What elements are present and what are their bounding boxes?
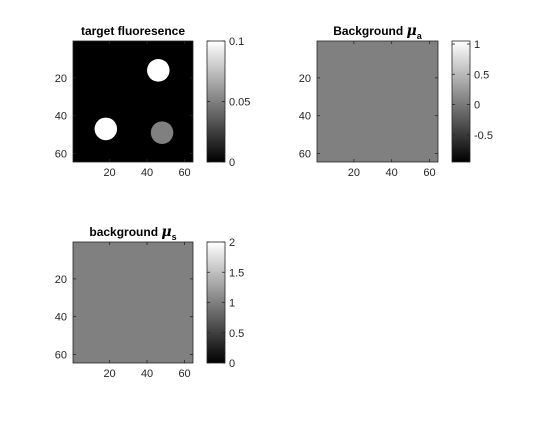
y-tick-label: 40 (55, 312, 67, 324)
axes-frame (316, 40, 439, 163)
subplot-3: 20 40 60 20 40 60 background μs 0 0.5 1 1.5 2 (55, 224, 245, 380)
y-tick-label: 60 (299, 148, 311, 160)
x-tick-label: 60 (423, 167, 435, 179)
colorbar-tick-label: 1 (229, 298, 235, 310)
chart-title: background μs (89, 224, 176, 242)
axes-frame (72, 40, 194, 163)
image-background (73, 242, 193, 363)
x-tick-label: 40 (141, 167, 153, 179)
colorbar-tick-label: 0 (474, 100, 480, 112)
colorbar (451, 40, 471, 163)
x-tick-label: 60 (178, 368, 190, 380)
chart-title: Background μa (333, 23, 423, 41)
y-tick-label: 20 (55, 73, 67, 85)
colorbar-tick-label: 2 (229, 237, 235, 249)
axes-frame (72, 241, 194, 364)
colorbar-tick-label: 1 (474, 39, 480, 51)
disk-region-2 (94, 117, 118, 141)
subplot-1: 20 40 60 20 40 60 target fluoresence 0 0.05 0.1 (55, 24, 251, 179)
y-tick-label: 40 (299, 111, 311, 123)
y-tick-label: 60 (55, 349, 67, 361)
x-tick-label: 20 (103, 368, 115, 380)
colorbar-tick-label: 0.1 (229, 36, 244, 48)
colorbar-tick-label: 0.05 (229, 97, 250, 109)
y-tick-label: 20 (55, 274, 67, 286)
x-tick-label: 20 (103, 167, 115, 179)
subplot-2: 20 40 60 20 40 60 Background μa -0.5 0 0.5 1 (299, 23, 493, 179)
colorbar-tick-label: 0.5 (229, 328, 244, 340)
x-tick-label: 40 (141, 368, 153, 380)
x-tick-label: 60 (178, 167, 190, 179)
colorbar-tick-label: -0.5 (474, 130, 493, 142)
x-tick-label: 40 (386, 167, 398, 179)
colorbar-tick-label: 1.5 (229, 267, 244, 279)
y-tick-label: 60 (55, 148, 67, 160)
colorbar-tick-label: 0 (229, 157, 235, 169)
colorbar-tick-label: 0 (229, 358, 235, 370)
image-background (317, 41, 438, 162)
image-background (73, 41, 193, 162)
colorbar-tick-label: 0.5 (474, 69, 489, 81)
chart-title: target fluoresence (81, 24, 185, 38)
y-tick-label: 20 (299, 73, 311, 85)
y-tick-label: 40 (55, 111, 67, 123)
disk-region-1 (147, 58, 170, 82)
x-tick-label: 20 (348, 167, 360, 179)
disk-region-3 (150, 121, 174, 145)
